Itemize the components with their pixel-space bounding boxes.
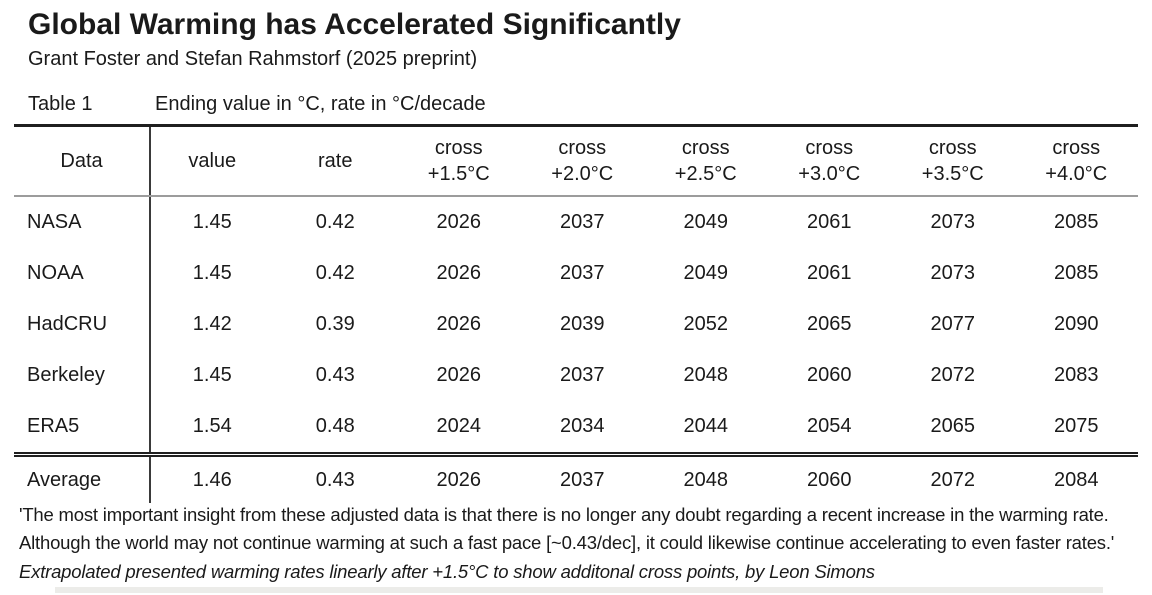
cell-cross: 2049 (683, 211, 729, 233)
row-label: NASA (14, 196, 151, 248)
cell-cross: 2085 (1054, 262, 1099, 284)
cell-cross: 2048 (644, 452, 768, 503)
threshold-label: +2.0°C (551, 163, 614, 185)
cell-cross: 2039 (560, 313, 605, 335)
page-title: Global Warming has Accelerated Significa… (28, 8, 681, 41)
cell-cross: 2065 (930, 415, 976, 437)
cross-label: cross (805, 137, 854, 159)
cell-cross: 2061 (807, 262, 852, 284)
table-row-berkeley: Berkeley 1.45 0.43 2026 2037 2048 2060 2… (14, 350, 1138, 401)
table-row-noaa: NOAA 1.45 0.42 2026 2037 2049 2061 2073 … (14, 248, 1138, 299)
cell-cross: 2065 (807, 313, 852, 335)
threshold-label: +2.5°C (674, 163, 737, 185)
col-header-value: value (150, 125, 274, 197)
cell-cross: 2044 (683, 415, 729, 437)
cell-cross: 2060 (767, 452, 891, 503)
cell-cross: 2024 (436, 415, 482, 437)
results-table: Data value rate cross +1.5°C cross +2.0°C … (14, 124, 1138, 503)
cell-value: 1.45 (192, 262, 232, 284)
cell-cross: 2085 (1054, 211, 1099, 233)
cell-cross: 2054 (807, 415, 852, 437)
cell-cross: 2073 (930, 211, 976, 233)
cell-cross: 2090 (1054, 313, 1099, 335)
cell-cross: 2061 (807, 211, 852, 233)
col-header-cross-1-5: cross +1.5°C (397, 125, 521, 197)
cell-cross: 2026 (436, 211, 482, 233)
table-row-hadcru: HadCRU 1.42 0.39 2026 2039 2052 2065 207… (14, 299, 1138, 350)
page-subtitle: Grant Foster and Stefan Rahmstorf (2025 … (28, 48, 478, 70)
threshold-label: +3.5°C (921, 163, 984, 185)
table-row-nasa: NASA 1.45 0.42 2026 2037 2049 2061 2073 … (14, 196, 1138, 248)
cross-label: cross (434, 137, 483, 159)
cell-rate: 0.42 (315, 262, 355, 284)
row-label: HadCRU (14, 299, 151, 350)
cropped-bottom-artifact (55, 587, 1103, 593)
table-caption: Table 1 Ending value in °C, rate in °C/de… (28, 93, 486, 116)
cross-label: cross (558, 137, 607, 159)
threshold-label: +3.0°C (798, 163, 861, 185)
row-label: ERA5 (14, 401, 151, 455)
row-label: Berkeley (14, 350, 151, 401)
cell-rate: 0.42 (315, 211, 355, 233)
cell-cross: 2077 (930, 313, 976, 335)
row-label: Average (14, 452, 151, 503)
footnote-credit: Extrapolated presented warming rates lin… (19, 561, 875, 582)
cell-value: 1.45 (192, 211, 232, 233)
cell-cross: 2034 (560, 415, 605, 437)
cell-value: 1.54 (192, 415, 232, 437)
cell-cross: 2073 (930, 262, 976, 284)
cell-value: 1.42 (192, 313, 232, 335)
cell-rate: 0.43 (273, 452, 397, 503)
table-header: Data value rate cross +1.5°C cross +2.0°C … (14, 125, 1138, 197)
cell-cross: 2037 (560, 262, 605, 284)
col-header-cross-4-0: cross +4.0°C (1014, 125, 1138, 197)
footnote-quote: 'The most important insight from these a… (19, 501, 1114, 557)
cell-cross: 2083 (1054, 364, 1099, 386)
threshold-label: +1.5°C (427, 163, 490, 185)
cell-value: 1.46 (150, 452, 274, 503)
col-header-rate: rate (273, 125, 397, 197)
threshold-label: +4.0°C (1045, 163, 1108, 185)
cell-cross: 2060 (807, 364, 852, 386)
table-row-average: Average 1.46 0.43 2026 2037 2048 2060 20… (14, 452, 1138, 503)
cell-rate: 0.48 (315, 415, 355, 437)
cross-label: cross (928, 137, 977, 159)
col-header-cross-3-0: cross +3.0°C (767, 125, 891, 197)
footnote-quote-line1: 'The most important insight from these a… (19, 504, 1109, 525)
table-summary: Average 1.46 0.43 2026 2037 2048 2060 20… (14, 452, 1138, 503)
cell-cross: 2037 (520, 452, 644, 503)
cell-rate: 0.39 (315, 313, 355, 335)
cell-cross: 2084 (1014, 452, 1138, 503)
cell-cross: 2048 (683, 364, 729, 386)
cell-cross: 2026 (397, 452, 521, 503)
cell-cross: 2037 (560, 364, 605, 386)
cross-label: cross (1052, 137, 1101, 159)
cell-cross: 2026 (436, 262, 482, 284)
cell-cross: 2026 (436, 364, 482, 386)
table-header-row: Data value rate cross +1.5°C cross +2.0°C … (14, 125, 1138, 197)
footnote-quote-line2: Although the world may not continue warm… (19, 532, 1115, 553)
cell-value: 1.45 (192, 364, 232, 386)
col-header-cross-2-0: cross +2.0°C (520, 125, 644, 197)
cell-cross: 2072 (891, 452, 1015, 503)
table-row-era5: ERA5 1.54 0.48 2024 2034 2044 2054 2065 … (14, 401, 1138, 455)
cell-cross: 2052 (683, 313, 729, 335)
cross-label: cross (681, 137, 730, 159)
cell-cross: 2037 (560, 211, 605, 233)
col-header-cross-2-5: cross +2.5°C (644, 125, 768, 197)
col-header-cross-3-5: cross +3.5°C (891, 125, 1015, 197)
cell-cross: 2075 (1054, 415, 1099, 437)
results-table-container: Data value rate cross +1.5°C cross +2.0°C … (14, 124, 1138, 503)
table-caption-text: Ending value in °C, rate in °C/decade (155, 93, 486, 115)
row-label: NOAA (14, 248, 151, 299)
table-body: NASA 1.45 0.42 2026 2037 2049 2061 2073 … (14, 196, 1138, 455)
cell-cross: 2026 (436, 313, 482, 335)
cell-cross: 2049 (683, 262, 729, 284)
col-header-data: Data (14, 125, 151, 197)
cell-cross: 2072 (930, 364, 976, 386)
table-number-label: Table 1 (28, 93, 93, 115)
cell-rate: 0.43 (315, 364, 355, 386)
